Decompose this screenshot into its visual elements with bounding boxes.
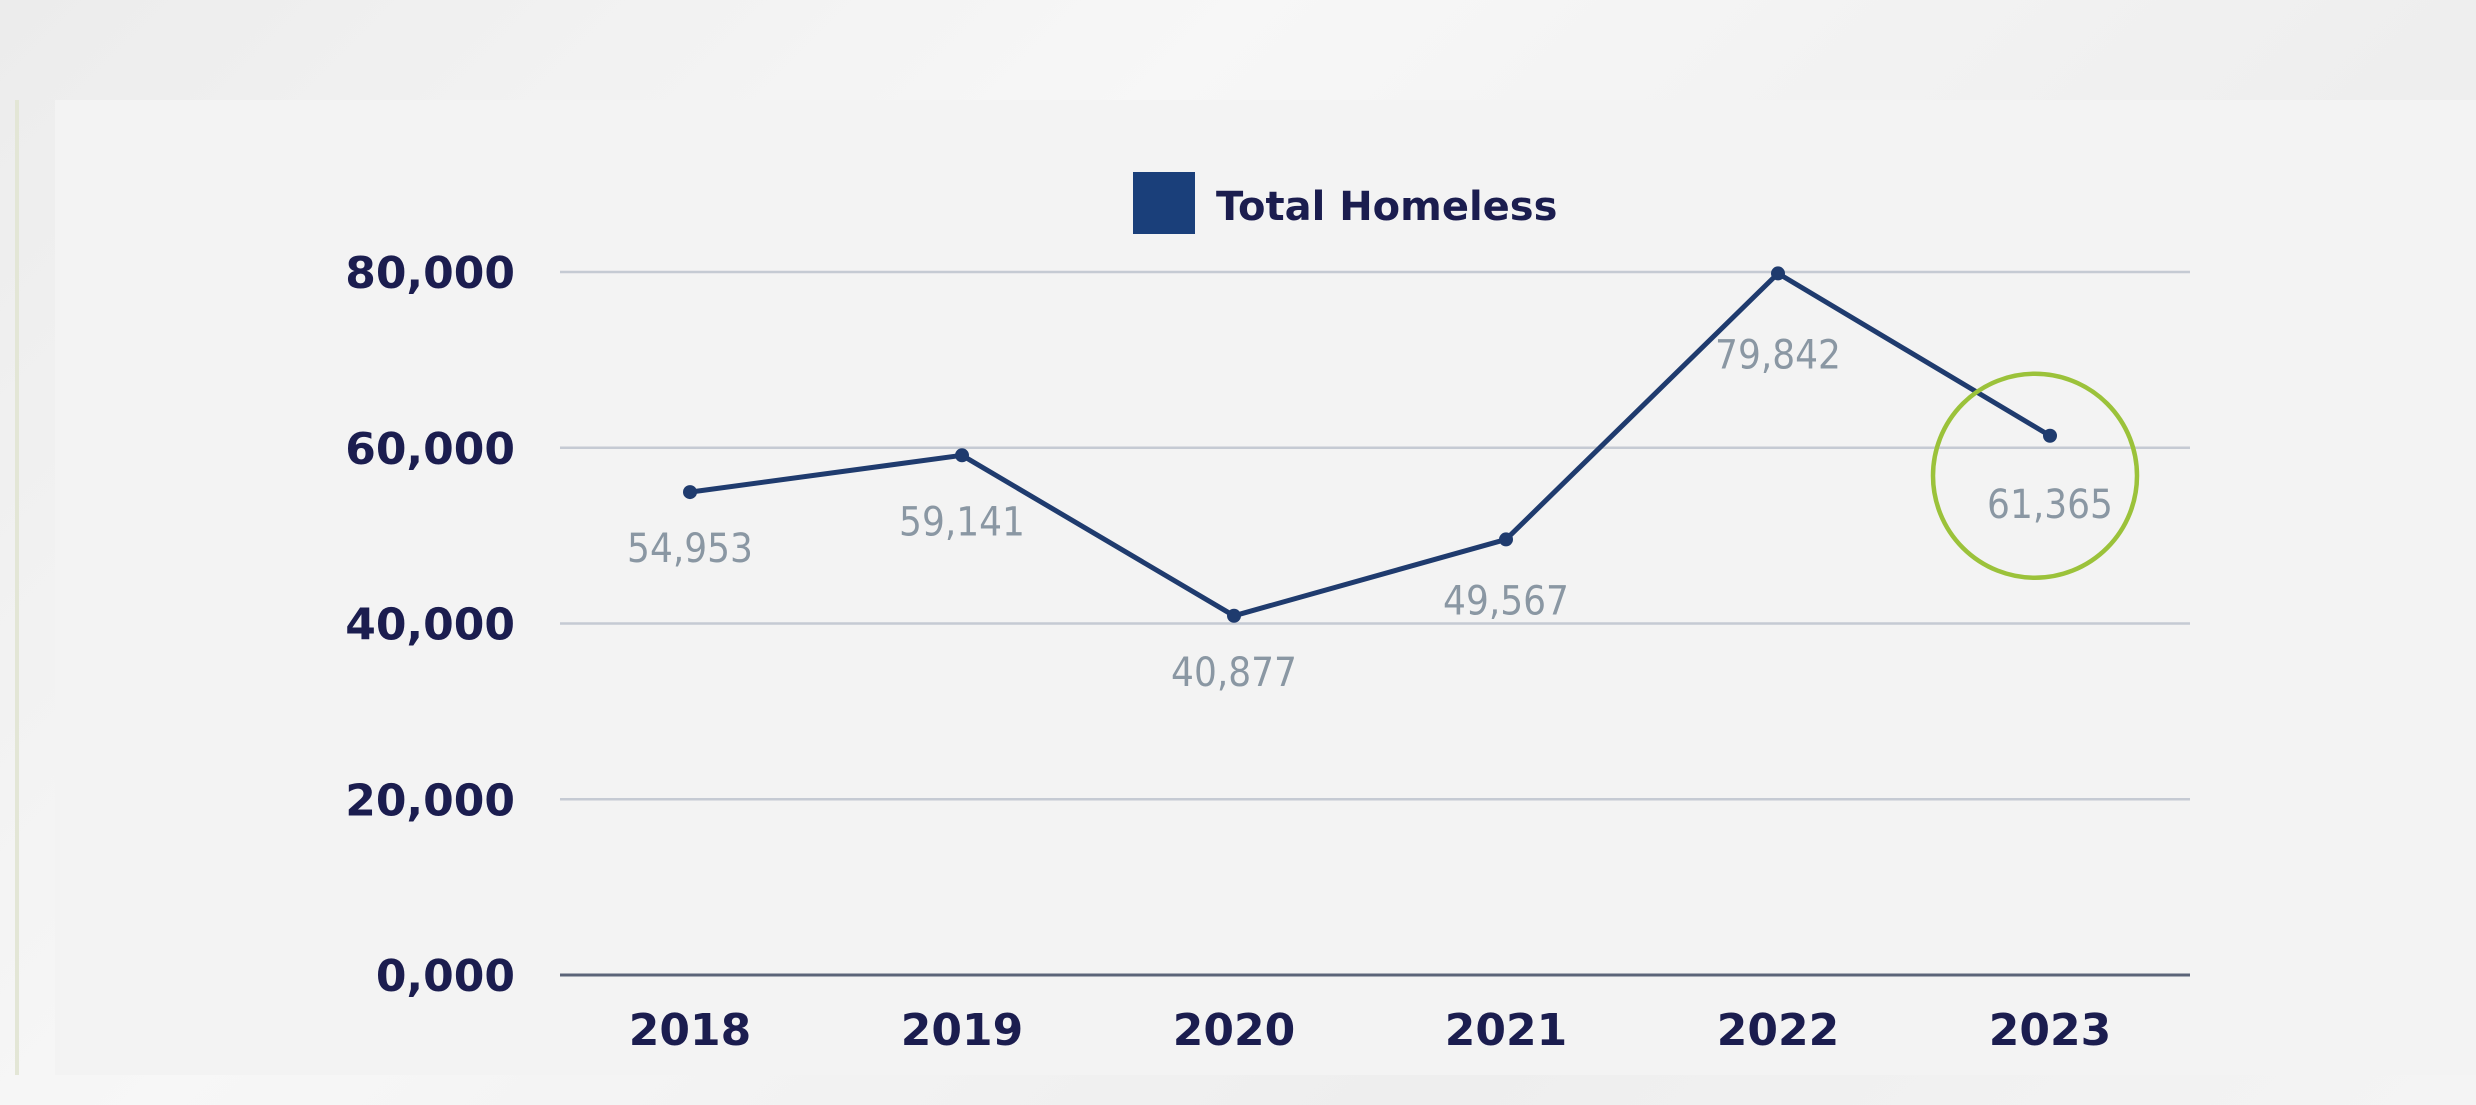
gridlines <box>560 270 2190 801</box>
data-label-2022: 79,842 <box>1715 332 1841 378</box>
y-tick-label: 80,000 <box>345 248 515 299</box>
x-tick-label: 2021 <box>1445 1005 1567 1056</box>
y-tick-label: 20,000 <box>345 775 515 826</box>
data-point-2021 <box>1499 532 1513 547</box>
highlight-layer <box>1930 371 2140 581</box>
data-point-2022 <box>1771 266 1785 281</box>
x-tick-label: 2023 <box>1989 1005 2111 1056</box>
data-points <box>683 266 2057 623</box>
data-label-2021: 49,567 <box>1443 578 1569 624</box>
data-label-2019: 59,141 <box>899 499 1025 545</box>
y-tick-labels: 0,000 20,000 40,000 60,000 80,000 <box>345 248 515 1002</box>
series-total-homeless <box>687 270 2053 619</box>
data-point-2023 <box>2043 428 2057 443</box>
data-labels: 54,953 59,141 40,877 49,567 79,842 61,365 <box>627 332 2113 695</box>
data-point-2019 <box>955 448 969 463</box>
data-label-2020: 40,877 <box>1171 650 1297 696</box>
legend-swatch <box>1133 172 1195 234</box>
x-tick-label: 2018 <box>629 1005 751 1056</box>
y-tick-label: 60,000 <box>345 424 515 475</box>
panel-edge <box>15 100 19 1075</box>
data-label-2023: 61,365 <box>1987 482 2113 528</box>
x-tick-label: 2019 <box>901 1005 1023 1056</box>
data-point-2020 <box>1227 608 1241 623</box>
x-tick-labels: 2018 2019 2020 2021 2022 2023 <box>629 1005 2111 1056</box>
y-tick-label: 0,000 <box>376 951 515 1002</box>
data-point-2018 <box>683 485 697 500</box>
data-label-2018: 54,953 <box>627 526 753 572</box>
legend-label: Total Homeless <box>1216 184 1557 230</box>
highlight-circle-2023 <box>1930 371 2140 581</box>
y-tick-label: 40,000 <box>345 600 515 651</box>
x-tick-label: 2022 <box>1717 1005 1839 1056</box>
legend: Total Homeless <box>1133 172 1557 234</box>
chart-panel <box>55 100 2476 1075</box>
series-line-total-homeless <box>687 270 2053 619</box>
x-tick-label: 2020 <box>1173 1005 1295 1056</box>
